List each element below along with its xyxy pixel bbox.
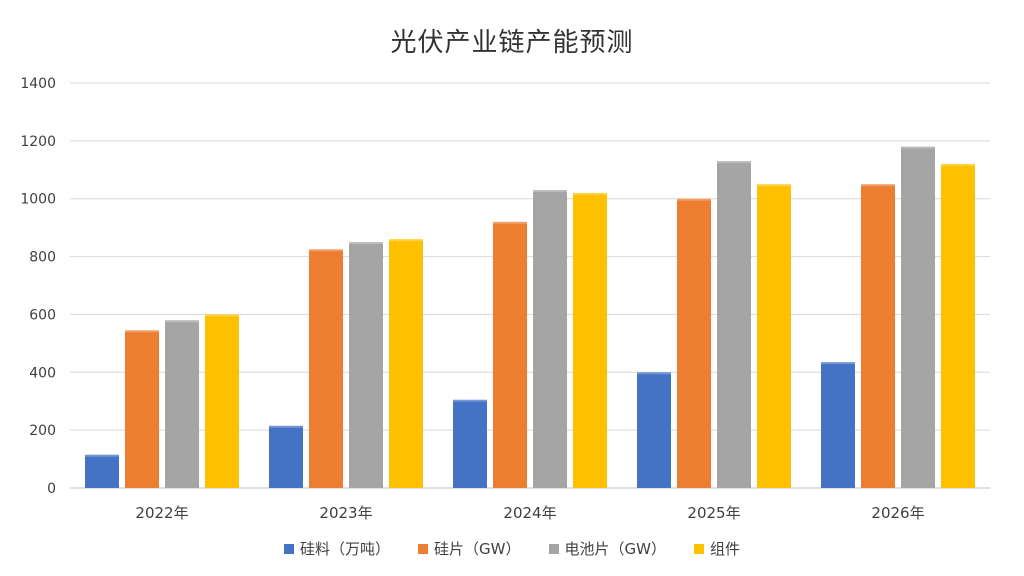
x-category-label: 2026年 bbox=[871, 504, 924, 522]
bar bbox=[821, 362, 855, 488]
bar bbox=[165, 320, 199, 488]
x-category-label: 2024年 bbox=[503, 504, 556, 522]
bar-highlight bbox=[941, 164, 975, 166]
bar bbox=[309, 249, 343, 488]
bar-highlight bbox=[861, 184, 895, 187]
legend-item: 组件 bbox=[693, 538, 740, 559]
bar bbox=[533, 190, 567, 489]
bar bbox=[205, 314, 239, 488]
y-tick-label: 0 bbox=[47, 481, 56, 497]
bar-highlight bbox=[349, 242, 383, 245]
y-tick-label: 800 bbox=[29, 250, 56, 266]
legend-label: 电池片（GW） bbox=[564, 540, 666, 558]
bar-highlight bbox=[389, 239, 423, 242]
legend-label: 硅片（GW） bbox=[434, 540, 521, 558]
legend-item: 硅片（GW） bbox=[418, 538, 521, 559]
y-tick-label: 600 bbox=[29, 307, 56, 323]
bar bbox=[573, 192, 607, 488]
bar bbox=[85, 454, 119, 488]
bar-highlight bbox=[573, 192, 607, 195]
bar bbox=[125, 330, 159, 488]
legend-swatch bbox=[548, 543, 559, 554]
bar-highlight bbox=[677, 198, 711, 201]
bar bbox=[637, 372, 671, 488]
legend-swatch bbox=[284, 543, 295, 554]
bar bbox=[349, 242, 383, 488]
bar-highlight bbox=[533, 190, 567, 193]
y-tick-label: 200 bbox=[29, 423, 56, 439]
chart-legend: 硅料（万吨） 硅片（GW） 电池片（GW） 组件 bbox=[0, 538, 1024, 559]
bar-highlight bbox=[269, 425, 303, 428]
x-category-label: 2022年 bbox=[135, 504, 188, 522]
bar-highlight bbox=[821, 362, 855, 365]
bar-highlight bbox=[125, 330, 159, 333]
bar bbox=[717, 161, 751, 488]
x-category-label: 2023年 bbox=[319, 504, 372, 522]
bar-highlight bbox=[901, 146, 935, 149]
bar-highlight bbox=[453, 399, 487, 402]
bar-highlight bbox=[85, 454, 119, 457]
bar bbox=[901, 146, 935, 488]
bar-highlight bbox=[637, 372, 671, 375]
legend-item: 硅料（万吨） bbox=[284, 538, 390, 559]
bar bbox=[677, 198, 711, 488]
bar bbox=[941, 164, 975, 488]
bar bbox=[389, 239, 423, 488]
legend-label: 硅料（万吨） bbox=[300, 540, 391, 558]
bar-highlight bbox=[757, 184, 791, 187]
bar-highlight bbox=[717, 161, 751, 164]
bar bbox=[453, 399, 487, 488]
y-tick-label: 400 bbox=[29, 365, 56, 381]
legend-label: 组件 bbox=[709, 540, 740, 558]
bar bbox=[269, 425, 303, 488]
bar-highlight bbox=[205, 314, 239, 317]
legend-item: 电池片（GW） bbox=[548, 538, 666, 559]
bar-highlight bbox=[493, 221, 527, 224]
bar bbox=[493, 221, 527, 488]
bar bbox=[757, 184, 791, 488]
bar bbox=[861, 184, 895, 488]
bar-highlight bbox=[309, 249, 343, 252]
chart-title: 光伏产业链产能预测 bbox=[390, 28, 634, 58]
y-tick-label: 1400 bbox=[20, 76, 56, 92]
bar-highlight bbox=[165, 320, 199, 323]
legend-swatch bbox=[693, 543, 704, 554]
y-tick-label: 1200 bbox=[20, 134, 56, 150]
legend-swatch bbox=[418, 543, 429, 554]
y-tick-label: 1000 bbox=[20, 192, 56, 208]
x-category-label: 2025年 bbox=[687, 504, 740, 522]
